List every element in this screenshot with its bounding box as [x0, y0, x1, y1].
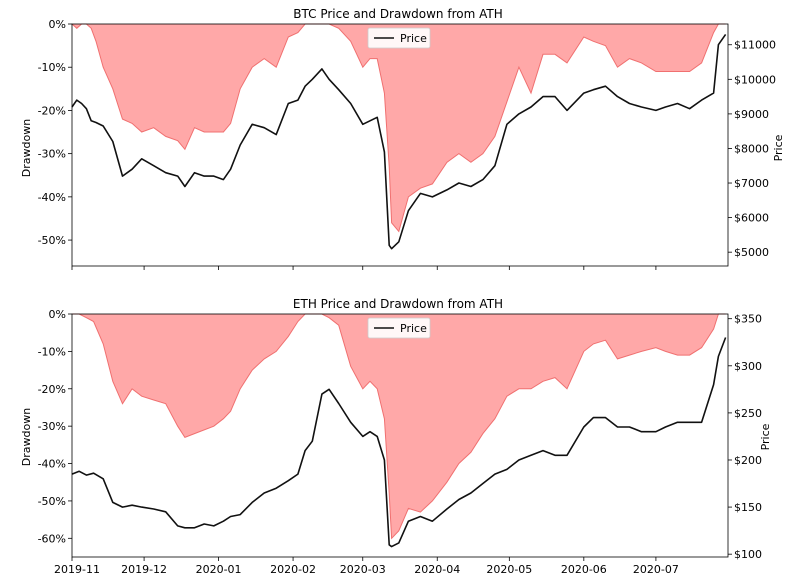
- eth-right-axis-label: Price: [759, 423, 772, 450]
- btc-right-tick-label: $8000: [734, 142, 769, 155]
- eth-legend: Price: [367, 317, 431, 339]
- eth-x-tick-label: 2019-11: [54, 563, 100, 576]
- eth-axes-frame: [71, 313, 729, 558]
- eth-chart-panel: ETH Price and Drawdown from ATH Drawdown…: [20, 297, 772, 576]
- btc-legend-box: [367, 27, 431, 49]
- btc-right-tick-label: $6000: [734, 212, 769, 225]
- eth-x-tick-label: 2020-05: [486, 563, 532, 576]
- btc-drawdown-edge: [71, 23, 726, 233]
- btc-left-tick-label: -20%: [38, 104, 66, 117]
- eth-x-tick-label: 2020-04: [414, 563, 460, 576]
- eth-left-tick-label: -60%: [38, 532, 66, 545]
- btc-axes-frame: [71, 23, 729, 267]
- btc-left-tick-label: -10%: [38, 61, 66, 74]
- eth-left-tick-label: -20%: [38, 383, 66, 396]
- btc-right-tick-label: $10000: [734, 73, 776, 86]
- eth-x-tick-label: 2020-02: [270, 563, 316, 576]
- eth-price-line: [71, 337, 727, 548]
- btc-chart-title: BTC Price and Drawdown from ATH: [293, 7, 502, 21]
- eth-x-tick-label: 2020-01: [196, 563, 242, 576]
- eth-x-tick-label: 2019-12: [121, 563, 167, 576]
- btc-right-axis-label: Price: [772, 134, 785, 161]
- btc-price-line: [71, 33, 727, 250]
- btc-right-tick-label: $7000: [734, 177, 769, 190]
- eth-x-tick-label: 2020-06: [561, 563, 607, 576]
- btc-left-tick-label: -30%: [38, 148, 66, 161]
- eth-drawdown-edge: [72, 313, 726, 540]
- eth-legend-label: Price: [400, 322, 427, 335]
- eth-drawdown-area: [72, 314, 726, 539]
- eth-x-tick-label: 2020-07: [633, 563, 679, 576]
- eth-legend-box: [367, 317, 431, 339]
- eth-right-tick-label: $300: [734, 360, 762, 373]
- btc-left-tick-label: -40%: [38, 191, 66, 204]
- btc-right-tick-label: $11000: [734, 39, 776, 52]
- btc-legend: Price: [367, 27, 431, 49]
- btc-right-tick-label: $9000: [734, 108, 769, 121]
- btc-drawdown-area: [72, 24, 726, 232]
- eth-right-tick-label: $250: [734, 407, 762, 420]
- eth-left-tick-label: -30%: [38, 420, 66, 433]
- btc-chart-panel: BTC Price and Drawdown from ATH Drawdown…: [20, 7, 785, 270]
- btc-left-axis-label: Drawdown: [20, 119, 33, 177]
- btc-right-tick-label: $5000: [734, 246, 769, 259]
- eth-right-tick-label: $100: [734, 548, 762, 561]
- eth-right-tick-label: $200: [734, 454, 762, 467]
- eth-chart-title: ETH Price and Drawdown from ATH: [293, 297, 503, 311]
- eth-right-tick-label: $350: [734, 313, 762, 326]
- btc-left-tick-label: -50%: [38, 234, 66, 247]
- btc-legend-label: Price: [400, 32, 427, 45]
- eth-left-tick-label: -50%: [38, 495, 66, 508]
- btc-left-tick-label: 0%: [49, 18, 66, 31]
- eth-left-tick-label: -10%: [38, 345, 66, 358]
- eth-x-tick-label: 2020-03: [340, 563, 386, 576]
- eth-left-tick-label: -40%: [38, 458, 66, 471]
- eth-right-tick-label: $150: [734, 501, 762, 514]
- eth-left-axis-label: Drawdown: [20, 408, 33, 466]
- eth-left-tick-label: 0%: [49, 308, 66, 321]
